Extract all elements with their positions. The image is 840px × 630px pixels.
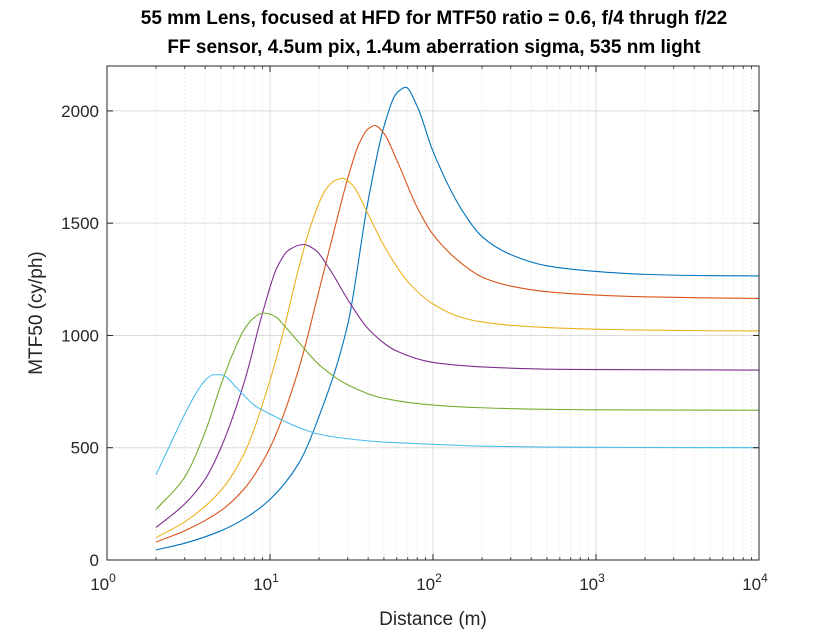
series-line-4 [155, 243, 760, 528]
y-tick-label: 1500 [61, 214, 99, 233]
y-tick-label: 0 [90, 551, 99, 570]
x-tick-exponent: 1 [272, 571, 279, 585]
y-tick-label: 1000 [61, 326, 99, 345]
x-tick-label: 104 [742, 571, 768, 594]
chart-title: 55 mm Lens, focused at HFD for MTF50 rat… [141, 8, 727, 29]
chart-subtitle: FF sensor, 4.5um pix, 1.4um aberration s… [167, 37, 701, 58]
series-line-6 [155, 374, 760, 475]
series-line-2 [155, 124, 760, 543]
y-tick-label: 2000 [61, 102, 99, 121]
series-group [155, 86, 760, 551]
y-axis-label: MTF50 (cy/ph) [26, 251, 47, 375]
grid [106, 66, 760, 561]
x-tick-exponent: 0 [109, 571, 116, 585]
x-axis-label: Distance (m) [379, 609, 487, 630]
x-tick-label: 100 [90, 571, 116, 594]
x-tick-label: 103 [579, 571, 605, 594]
series-line-3 [155, 177, 760, 539]
x-tick-exponent: 4 [761, 571, 768, 585]
x-tick-exponent: 2 [435, 571, 442, 585]
y-tick-label: 500 [71, 439, 99, 458]
x-tick-label: 102 [416, 571, 442, 594]
x-tick-exponent: 3 [598, 571, 605, 585]
x-tick-label: 101 [253, 571, 279, 594]
series-line-5 [155, 312, 760, 510]
ticks [106, 66, 760, 561]
series-line-1 [155, 86, 760, 551]
